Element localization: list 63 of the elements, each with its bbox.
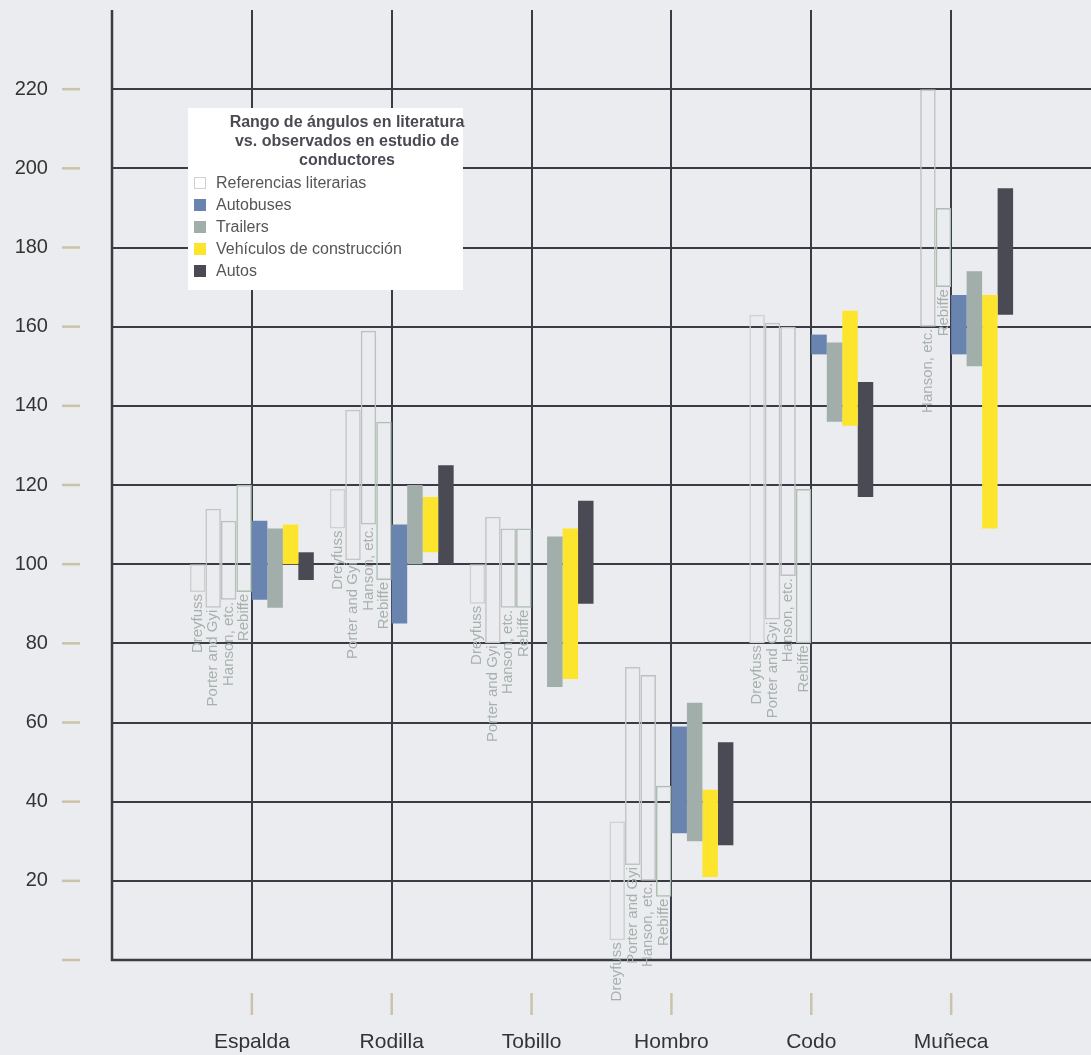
- bar: [422, 496, 439, 553]
- y-tick-label: 180: [14, 235, 48, 258]
- y-tick-label: 140: [14, 393, 48, 416]
- bar: [982, 295, 998, 529]
- data-label: Hanson, etc.: [918, 328, 936, 413]
- bar: [578, 500, 594, 604]
- data-label: Rebiffe: [653, 898, 671, 946]
- data-label: Rebiffe: [234, 593, 252, 642]
- bar: [282, 524, 299, 565]
- y-tick-label: 220: [14, 76, 48, 99]
- legend-label: Trailers: [216, 217, 269, 237]
- bar: [826, 342, 843, 422]
- bar: [686, 702, 703, 842]
- bar: [717, 742, 734, 846]
- data-label: Dreyfuss: [747, 645, 765, 705]
- x-tick-label: Muñeca: [913, 1029, 989, 1053]
- data-label: Dreyfuss: [327, 530, 345, 590]
- data-label: Rebiffe: [513, 609, 531, 657]
- legend-label: Vehículos de construcción: [216, 239, 402, 259]
- legend-label: Autos: [216, 261, 257, 281]
- x-tick-label: Rodilla: [359, 1029, 425, 1053]
- bar: [842, 310, 858, 426]
- bar: [562, 528, 579, 679]
- bar: [966, 271, 983, 367]
- x-tick-label: Tobillo: [501, 1029, 562, 1053]
- bar: [671, 726, 687, 834]
- y-tick-label: 100: [14, 551, 48, 574]
- data-label: Rebiffe: [933, 289, 951, 337]
- data-label: Hanson, etc.: [638, 882, 656, 968]
- data-label: Hanson, etc.: [358, 526, 376, 611]
- bar: [391, 524, 408, 624]
- x-tick-label: Hombro: [634, 1029, 709, 1053]
- bar: [298, 552, 314, 580]
- data-label: Porter and Gyi: [203, 609, 221, 707]
- legend-label: Autobuses: [216, 195, 292, 215]
- bar: [811, 334, 827, 355]
- data-label: Porter and Gyi: [482, 645, 500, 743]
- bar: [702, 789, 718, 877]
- data-label: Rebiffe: [374, 582, 392, 630]
- bar: [438, 465, 454, 565]
- legend-title: Rango de ángulos en literatura vs. observados en estudio de conductores: [228, 112, 466, 169]
- bar: [951, 295, 967, 355]
- y-tick-label: 20: [25, 868, 48, 891]
- bar: [547, 536, 563, 687]
- data-label: Dreyfuss: [607, 942, 625, 1002]
- bar: [407, 485, 423, 565]
- y-tick-label: 160: [14, 314, 48, 337]
- y-tick-label: 200: [14, 155, 48, 178]
- x-tick-label: Espalda: [213, 1029, 291, 1053]
- bar: [997, 188, 1014, 315]
- y-tick-label: 120: [14, 472, 48, 495]
- bar: [267, 528, 283, 608]
- data-label: Dreyfuss: [467, 605, 485, 665]
- legend-label: Referencias literarias: [216, 173, 367, 193]
- data-label: Rebiffe: [793, 645, 811, 693]
- y-tick-label: 60: [25, 710, 48, 733]
- bar: [857, 382, 874, 497]
- y-tick-label: 80: [25, 630, 48, 653]
- bar: [251, 520, 268, 600]
- data-label: Porter and Gyi: [622, 867, 640, 964]
- x-tick-label: Codo: [786, 1029, 837, 1053]
- data-label: Dreyfuss: [187, 593, 205, 654]
- y-tick-label: 40: [25, 789, 48, 812]
